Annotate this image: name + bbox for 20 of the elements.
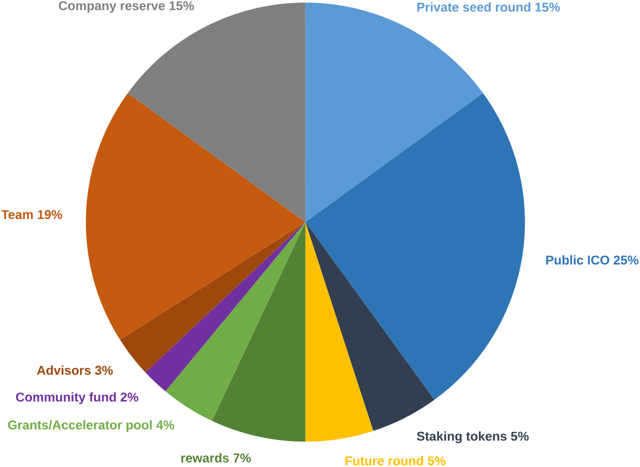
data-label: 4% bbox=[156, 420, 174, 430]
data-label: 3% bbox=[95, 366, 113, 376]
data-label: 2% bbox=[120, 392, 138, 402]
data-label: 19% bbox=[38, 210, 62, 220]
data-label: 5% bbox=[428, 456, 446, 466]
data-label: 15% bbox=[170, 1, 194, 10]
slice-label: Future round bbox=[345, 456, 424, 466]
data-label: 7% bbox=[233, 454, 251, 463]
slice-label: Grants/Accelerator pool bbox=[8, 420, 152, 432]
slice-label: rewards bbox=[181, 453, 229, 463]
slice-label: Company reserve bbox=[58, 1, 165, 13]
slice-label: Staking tokens bbox=[416, 432, 507, 444]
data-label: 5% bbox=[511, 432, 529, 441]
slice-label: Private seed round bbox=[417, 2, 530, 12]
data-label: 15% bbox=[535, 2, 560, 12]
slice-label: Public ICO bbox=[546, 255, 610, 265]
data-label: 25% bbox=[614, 256, 638, 265]
slice-label: Community fund bbox=[16, 392, 116, 404]
slice-label: Advisors bbox=[37, 366, 91, 376]
slice-label: Team bbox=[1, 210, 33, 220]
